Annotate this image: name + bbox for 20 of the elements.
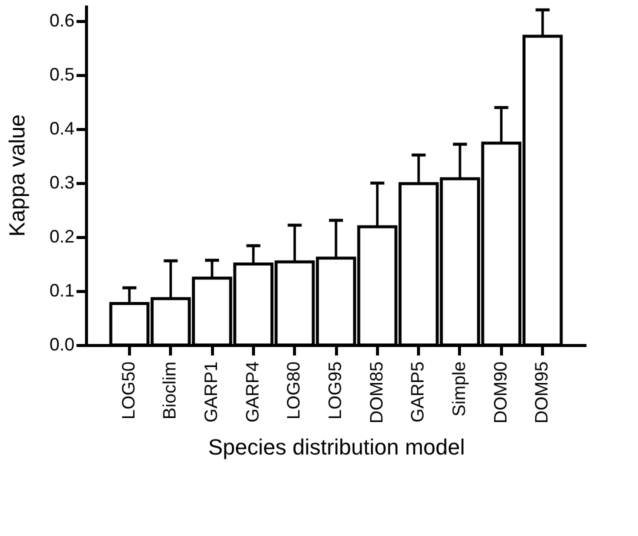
y-tick-label: 0.5 — [49, 64, 74, 85]
x-tick-label: DOM95 — [532, 362, 552, 424]
x-tick-label: LOG80 — [284, 362, 304, 420]
y-tick-label: 0.1 — [49, 280, 74, 301]
y-tick-label: 0.3 — [49, 172, 74, 193]
x-tick-label: LOG95 — [325, 362, 345, 420]
y-axis-title: Kappa value — [4, 114, 30, 237]
x-tick-label: GARP5 — [408, 362, 428, 423]
x-tick-label: Simple — [448, 362, 469, 417]
y-tick-label: 0.0 — [49, 334, 74, 354]
y-tick-label: 0.6 — [49, 10, 74, 31]
x-tick-label: DOM90 — [490, 362, 510, 424]
x-tick-label: DOM85 — [366, 362, 386, 424]
y-tick-label: 0.4 — [49, 118, 74, 139]
x-tick-label: GARP1 — [201, 362, 222, 423]
x-tick-label: LOG50 — [118, 362, 138, 420]
y-tick-label: 0.2 — [49, 226, 74, 247]
x-axis-title: Species distribution model — [208, 434, 465, 460]
x-tick-label: GARP4 — [242, 362, 262, 423]
x-tick-label: Bioclim — [160, 362, 180, 420]
